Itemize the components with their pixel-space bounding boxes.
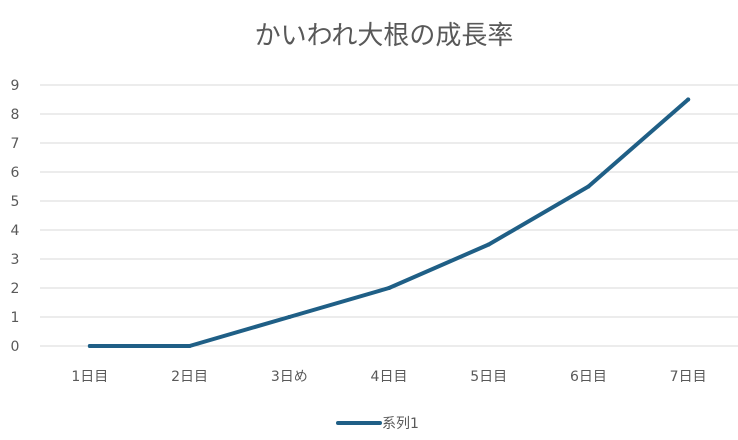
gridlines <box>40 84 738 347</box>
data-point <box>187 344 192 348</box>
data-point <box>686 97 691 102</box>
x-tick-label: 6日目 <box>570 369 607 385</box>
x-tick-label: 4日目 <box>371 369 408 385</box>
y-tick-label: 1 <box>11 310 20 326</box>
x-tick-label: 2日目 <box>171 369 208 385</box>
y-tick-label: 4 <box>11 223 20 239</box>
data-point <box>586 184 591 189</box>
legend-label: 系列1 <box>382 416 419 432</box>
y-tick-label: 5 <box>11 194 20 210</box>
y-tick-label: 6 <box>11 165 20 181</box>
y-axis-tick-labels: 0 1 2 3 4 5 6 7 8 9 <box>11 78 20 355</box>
x-tick-label: 1日目 <box>71 369 108 385</box>
y-tick-label: 2 <box>11 281 20 297</box>
y-tick-label: 9 <box>11 78 20 94</box>
x-tick-label: 5日目 <box>470 369 507 385</box>
y-tick-label: 3 <box>11 252 20 268</box>
chart-title: かいわれ大根の成長率 <box>255 21 514 51</box>
series-lines <box>87 97 691 348</box>
y-tick-label: 8 <box>11 107 20 123</box>
x-axis-tick-labels: 1日目 2日目 3日め 4日目 5日目 6日目 7日目 <box>71 369 706 385</box>
x-tick-label: 7日目 <box>670 369 707 385</box>
legend-item[interactable]: 系列1 <box>336 416 419 432</box>
data-point <box>486 242 491 247</box>
y-tick-label: 7 <box>11 136 20 152</box>
data-point <box>287 315 292 319</box>
legend: 系列1 <box>336 416 419 432</box>
series-line-1 <box>87 97 691 348</box>
data-point <box>387 286 391 290</box>
data-point <box>87 344 92 348</box>
x-tick-label: 3日め <box>271 369 308 385</box>
y-tick-label: 0 <box>11 339 20 355</box>
